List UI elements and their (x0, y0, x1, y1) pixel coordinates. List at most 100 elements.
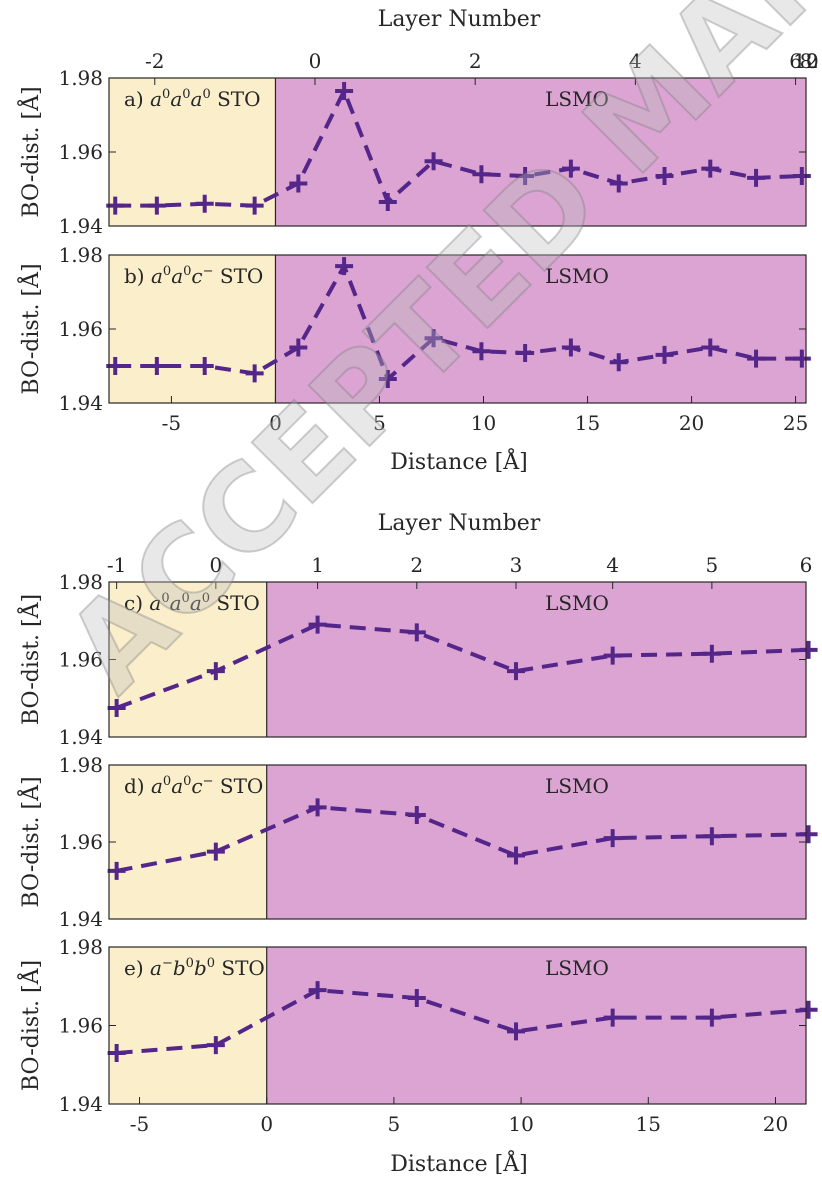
x-tick-label: -5 (130, 1112, 149, 1136)
bottom-figure-layer-number-title: Layer Number (378, 511, 541, 536)
data-point-marker (289, 174, 308, 193)
data-point-marker (603, 829, 622, 848)
y-tick-label: 1.96 (58, 140, 103, 164)
data-point-marker (472, 342, 491, 361)
data-point-marker (603, 1008, 622, 1027)
y-tick-label: 1.98 (58, 753, 103, 777)
top-tick-label: 1 (311, 553, 324, 577)
lsmo-region (266, 582, 806, 737)
data-point-marker (747, 349, 766, 368)
data-point-marker (792, 349, 811, 368)
x-tick-label: -5 (162, 411, 181, 435)
lsmo-label: LSMO (545, 264, 609, 288)
x-tick-label: 15 (575, 411, 600, 435)
y-tick-label: 1.96 (58, 830, 103, 854)
data-point-marker (407, 989, 426, 1008)
top-tick-label: 10 (793, 49, 818, 73)
data-point-marker (335, 81, 354, 100)
data-point-marker (655, 345, 674, 364)
x-tick-label: 20 (763, 1112, 788, 1136)
y-axis-label: BO-dist. [Å] (16, 86, 44, 217)
top-figure-distance-title: Distance [Å] (390, 447, 527, 475)
top-tick-label: 2 (410, 553, 423, 577)
sto-region (109, 78, 276, 226)
data-point-marker (561, 159, 580, 178)
data-point-marker (195, 357, 214, 375)
data-point-marker (507, 1022, 526, 1041)
y-tick-label: 1.96 (58, 317, 103, 341)
y-axis-label: BO-dist. [Å] (16, 263, 44, 394)
data-point-marker (701, 159, 720, 178)
data-point-marker (245, 364, 264, 383)
data-point-marker (507, 846, 526, 865)
data-point-marker (378, 369, 397, 388)
data-point-marker (561, 338, 580, 357)
lsmo-region (266, 765, 806, 919)
x-tick-label: 25 (783, 411, 808, 435)
sto-region (109, 255, 276, 403)
y-tick-label: 1.98 (58, 66, 103, 90)
panel-d: 1.94 1.96 1.98 BO-dist. [Å] d) a0a0c− STO LSM… (16, 753, 818, 931)
lsmo-label: LSMO (545, 774, 609, 798)
top-tick-label: 8 (800, 49, 813, 73)
data-point-marker (206, 1036, 225, 1055)
y-tick-label: 1.94 (58, 391, 103, 415)
data-point-marker (747, 168, 766, 187)
data-point-marker (407, 806, 426, 825)
data-point-marker (609, 174, 628, 193)
panel-label: b) a0a0c− STO (124, 264, 263, 288)
y-tick-label: 1.98 (58, 243, 103, 267)
data-point-marker (516, 344, 535, 363)
data-point-marker (206, 842, 225, 861)
panel-e: 1.94 1.96 1.98 -5 0 5 10 15 20 BO-dist. [Å] e) a−b… (16, 935, 818, 1136)
lsmo-region (275, 78, 806, 226)
data-point-marker (424, 152, 443, 171)
y-tick-label: 1.94 (58, 907, 103, 931)
data-point-marker (609, 353, 628, 372)
panel-label: d) a0a0c− STO (124, 774, 263, 798)
x-tick-label: 10 (508, 1112, 533, 1136)
panel-label: a) a0a0a0 STO (124, 87, 261, 111)
series-line (115, 622, 809, 710)
data-point-marker (107, 698, 126, 717)
data-point-marker (702, 827, 721, 846)
series-line (116, 805, 809, 873)
top-tick-label: 4 (629, 49, 642, 73)
data-point-marker (799, 825, 818, 844)
sto-region (109, 947, 267, 1104)
y-tick-label: 1.94 (58, 1092, 103, 1116)
data-point-marker (147, 196, 166, 215)
data-point-marker (308, 981, 327, 1000)
top-tick-label: 5 (706, 553, 719, 577)
top-tick-label: -2 (145, 49, 164, 73)
y-tick-label: 1.98 (58, 935, 103, 959)
data-point-marker (378, 192, 397, 211)
x-tick-label: 15 (636, 1112, 661, 1136)
data-point-marker (472, 165, 491, 184)
y-axis-label: BO-dist. [Å] (16, 776, 44, 907)
top-tick-label: 2 (469, 49, 482, 73)
data-point-marker (289, 338, 308, 357)
bottom-figure-distance-title: Distance [Å] (390, 1149, 527, 1177)
x-tick-label: 20 (679, 411, 704, 435)
data-point-marker (407, 623, 426, 642)
data-point-marker (107, 861, 126, 880)
panel-label: e) a−b0b0 STO (124, 956, 265, 980)
data-point-marker (424, 329, 443, 348)
data-point-marker (799, 640, 818, 659)
y-tick-label: 1.94 (58, 214, 103, 238)
top-tick-label: 3 (510, 553, 523, 577)
data-point-marker (702, 644, 721, 663)
lsmo-region (275, 255, 806, 403)
y-tick-label: 1.94 (58, 725, 103, 749)
data-point-marker (206, 662, 225, 681)
lsmo-label: LSMO (545, 956, 609, 980)
data-point-marker (308, 798, 327, 817)
panel-b: 1.94 1.96 1.98 -5 0 5 10 15 20 25 BO-dist. [Å] b) a… (16, 243, 811, 435)
y-tick-label: 1.98 (58, 570, 103, 594)
x-tick-label: 0 (260, 1112, 273, 1136)
top-tick-label: 12 (793, 49, 818, 73)
